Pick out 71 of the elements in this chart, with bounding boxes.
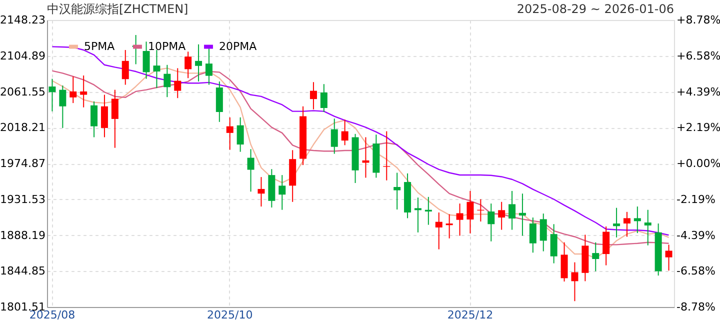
candlestick bbox=[644, 209, 652, 246]
legend-label: 5PMA bbox=[84, 40, 116, 53]
y2-tick-label: +0.00% bbox=[676, 157, 720, 170]
y2-tick-label: +4.39% bbox=[676, 85, 720, 98]
candlestick bbox=[602, 226, 610, 266]
candlestick bbox=[80, 74, 88, 108]
candlestick bbox=[414, 197, 422, 233]
candlestick bbox=[540, 213, 547, 252]
candlestick bbox=[383, 130, 390, 181]
candlestick bbox=[59, 85, 66, 128]
y2-tick-label: +2.19% bbox=[676, 121, 720, 134]
y-tick-label: 1931.53 bbox=[0, 192, 46, 206]
candlestick bbox=[665, 244, 672, 272]
candlestick bbox=[247, 148, 254, 192]
candlestick bbox=[164, 64, 171, 98]
y-tick-label: 2148.23 bbox=[0, 14, 46, 26]
legend-label: 10PMA bbox=[148, 40, 186, 53]
candlestick bbox=[456, 203, 464, 236]
candlestick bbox=[330, 118, 338, 154]
candlestick bbox=[90, 100, 98, 138]
y2-tick-label: -4.39% bbox=[676, 228, 716, 242]
y-tick-label: 1888.19 bbox=[0, 228, 46, 242]
candlestick bbox=[174, 68, 182, 99]
candlestick bbox=[258, 176, 265, 208]
candlestick bbox=[529, 217, 536, 254]
candlestick bbox=[111, 89, 118, 148]
candlestick bbox=[184, 51, 192, 79]
candlestick bbox=[446, 214, 453, 239]
legend-label: 20PMA bbox=[219, 40, 258, 53]
candlestick bbox=[394, 172, 401, 210]
y2-tick-label: -8.78% bbox=[676, 300, 716, 314]
candlestick bbox=[634, 206, 641, 234]
chart-subtitle: 2025-08-29 ~ 2026-01-06 bbox=[516, 2, 674, 16]
y2-tick-label: -2.19% bbox=[676, 192, 716, 206]
y-tick-label: 1974.87 bbox=[0, 157, 46, 170]
candlestick bbox=[550, 224, 558, 264]
candlestick bbox=[508, 190, 516, 230]
x-tick-label: 2025/12 bbox=[447, 308, 494, 320]
candlestick bbox=[518, 193, 526, 236]
candlestick bbox=[236, 116, 244, 152]
chart-title: 中汉能源综指[ZHCTMEN] bbox=[47, 2, 188, 16]
candlestick bbox=[498, 201, 506, 230]
candlestick bbox=[592, 242, 600, 272]
x-tick-label: 2025/10 bbox=[207, 308, 253, 320]
candlestick bbox=[195, 44, 202, 82]
candlestick bbox=[466, 190, 474, 234]
candlestick bbox=[560, 242, 568, 282]
candlestick bbox=[435, 212, 442, 250]
candlestick bbox=[310, 82, 317, 110]
y-tick-label: 2018.21 bbox=[0, 121, 46, 134]
candlestick bbox=[153, 49, 160, 89]
y-tick-label: 2061.55 bbox=[0, 85, 46, 98]
y2-tick-label: -6.58% bbox=[676, 264, 716, 278]
candlestick bbox=[278, 174, 286, 210]
candlestick bbox=[613, 207, 620, 238]
candlestick bbox=[100, 94, 108, 138]
candlestick bbox=[122, 49, 129, 86]
candlestick bbox=[70, 76, 77, 104]
candlestick bbox=[320, 84, 328, 112]
y2-tick-label: +8.78% bbox=[676, 14, 720, 26]
candlestick bbox=[424, 196, 432, 226]
candlestick bbox=[623, 211, 630, 238]
candlestick bbox=[226, 116, 234, 150]
candlestick bbox=[571, 262, 578, 302]
candlestick bbox=[142, 41, 150, 80]
candlestick bbox=[488, 203, 495, 242]
candlestick bbox=[48, 78, 56, 112]
y-tick-label: 2104.89 bbox=[0, 49, 46, 62]
candlestick bbox=[341, 119, 348, 146]
y-tick-label: 1844.85 bbox=[0, 264, 46, 278]
y2-tick-label: +6.58% bbox=[676, 49, 720, 62]
